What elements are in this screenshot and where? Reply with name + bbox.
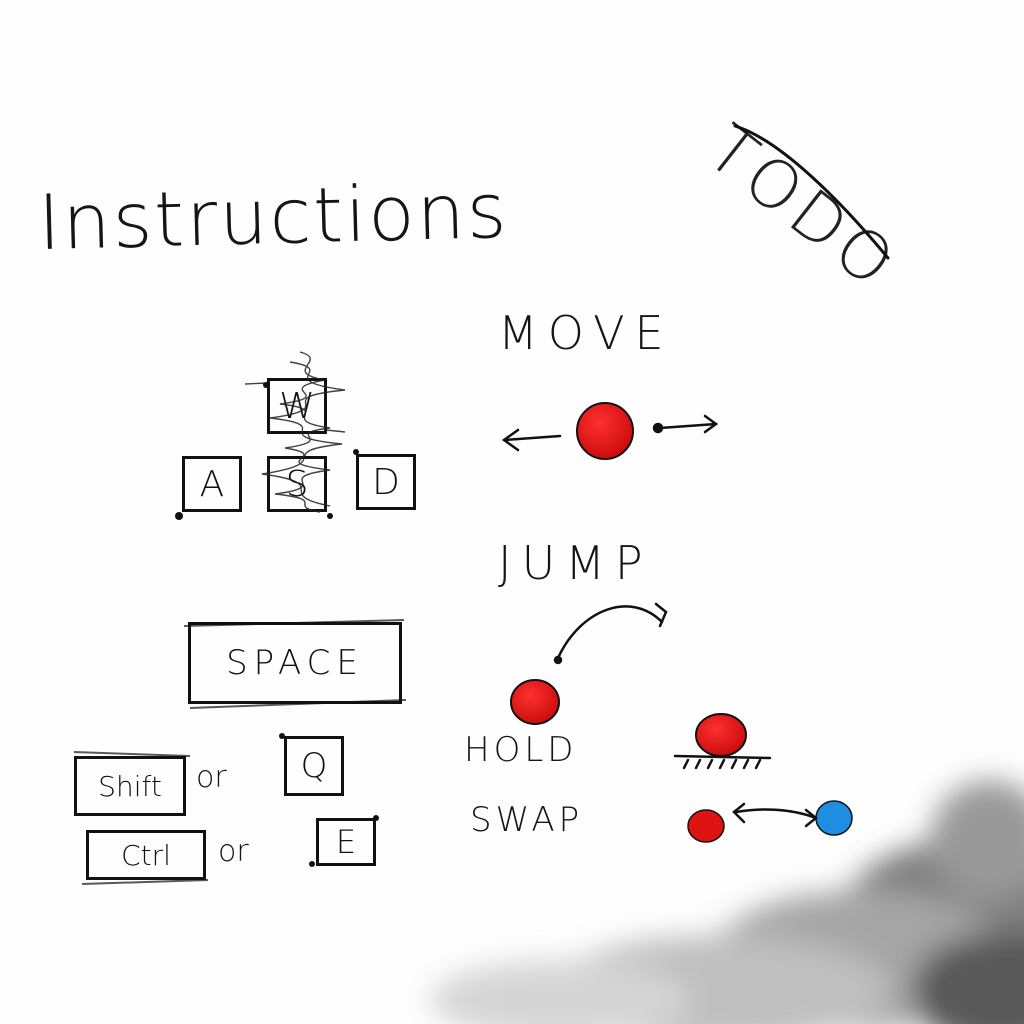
key-q[interactable]: Q — [284, 736, 344, 796]
page-title: Instructions — [36, 165, 510, 268]
swap-blue-ball — [815, 800, 853, 836]
left-arrow-icon — [501, 428, 562, 452]
move-ball — [576, 402, 634, 460]
key-shift[interactable]: Shift — [74, 756, 186, 816]
jump-label: JUMP — [498, 536, 653, 590]
key-a[interactable]: A — [182, 456, 242, 512]
key-space[interactable]: SPACE — [188, 622, 402, 704]
key-d[interactable]: D — [356, 454, 416, 510]
hold-ball — [695, 713, 747, 757]
jump-ball — [510, 679, 560, 725]
or-text-hold: or — [196, 760, 227, 795]
key-e[interactable]: E — [316, 818, 376, 866]
hold-label: HOLD — [464, 730, 578, 770]
swap-arrow-icon — [732, 802, 819, 828]
ground-icon — [673, 754, 772, 770]
or-text-swap: or — [218, 834, 249, 869]
todo-note: TODO — [692, 110, 913, 306]
swap-red-ball — [687, 809, 725, 843]
jump-arc-icon — [553, 602, 668, 665]
key-ctrl[interactable]: Ctrl — [86, 830, 206, 880]
key-s[interactable]: S — [267, 456, 327, 512]
swap-label: SWAP — [470, 800, 584, 840]
move-label: MOVE — [498, 306, 674, 360]
key-w[interactable]: W — [267, 378, 327, 434]
right-arrow-icon — [652, 414, 719, 434]
